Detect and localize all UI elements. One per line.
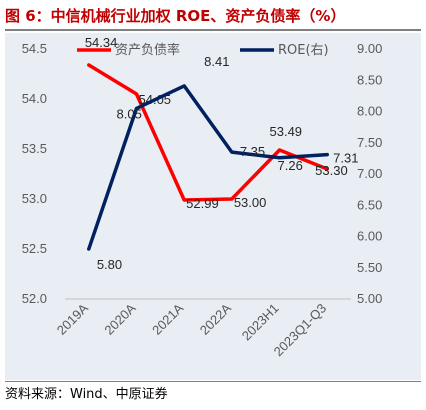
roe-line <box>87 84 329 251</box>
legend-roe-label: ROE(右) <box>278 43 329 58</box>
right-axis-tick-label: 5.00 <box>357 291 382 306</box>
debt-ratio-point <box>325 167 329 171</box>
roe-data-label: 8.05 <box>117 106 142 121</box>
right-axis-tick-label: 5.50 <box>357 260 382 275</box>
roe-point <box>182 84 186 88</box>
roe-point <box>87 247 91 251</box>
roe-point <box>230 150 234 154</box>
debt-ratio-point <box>135 92 138 96</box>
x-axis-tick-label: 2019A <box>54 300 91 337</box>
left-axis-tick-label: 52.5 <box>22 241 47 256</box>
debt-ratio-point <box>278 148 281 152</box>
right-axis-tick-label: 8.00 <box>357 104 382 119</box>
debt-ratio-line <box>87 63 329 202</box>
right-axis-tick-label: 6.50 <box>357 197 382 212</box>
roe-data-label: 7.26 <box>278 158 303 173</box>
left-axis-tick-label: 52.0 <box>22 291 47 306</box>
debt-ratio-data-label: 52.99 <box>186 196 219 211</box>
left-axis-tick-label: 54.0 <box>22 91 47 106</box>
x-axis-tick-label: 2020A <box>101 300 138 337</box>
chart-panel: 52.0 52.5 53.0 53.5 54.0 54.5 5.00 5.50 6.00 6.50… <box>5 33 421 380</box>
x-axis-tick-label: 2022A <box>197 300 234 337</box>
roe-point <box>325 153 329 157</box>
roe-data-label: 7.31 <box>333 151 358 166</box>
legend-debt-ratio-label: 资产负债率 <box>115 42 180 58</box>
x-axis-tick-label: 2021A <box>149 300 186 337</box>
debt-ratio-data-label: 53.00 <box>234 195 267 210</box>
debt-ratio-data-label: 53.30 <box>315 163 348 178</box>
right-axis-tick-label: 6.00 <box>357 229 382 244</box>
debt-ratio-data-label: 54.34 <box>85 35 118 50</box>
roe-point <box>278 156 281 160</box>
debt-ratio-point <box>182 198 186 202</box>
source-note: 资料来源：Wind、中原证券 <box>5 387 168 402</box>
left-axis-tick-label: 53.5 <box>22 141 47 156</box>
debt-ratio-data-label: 53.49 <box>270 124 303 139</box>
debt-ratio-point <box>87 63 91 67</box>
line-chart: 52.0 52.5 53.0 53.5 54.0 54.5 5.00 5.50 6.00 6.50… <box>22 35 383 359</box>
figure-title: 图 6：中信机械行业加权 ROE、资产负债率（%） <box>5 7 346 25</box>
right-axis-tick-label: 7.50 <box>357 135 382 150</box>
right-axis-tick-label: 7.00 <box>357 166 382 181</box>
roe-data-label: 7.35 <box>240 144 265 159</box>
x-axis-tick-label: 2023H1 <box>239 301 282 344</box>
roe-data-label: 8.41 <box>204 54 229 69</box>
roe-data-label: 5.80 <box>97 257 122 272</box>
left-axis-tick-label: 54.5 <box>22 41 47 56</box>
left-axis-tick-label: 53.0 <box>22 191 47 206</box>
right-axis-tick-label: 8.50 <box>357 72 382 87</box>
debt-ratio-point <box>230 197 234 201</box>
source-divider <box>5 381 421 382</box>
title-divider <box>5 29 421 31</box>
right-axis-tick-label: 9.00 <box>357 41 382 56</box>
roe-point <box>135 106 138 110</box>
